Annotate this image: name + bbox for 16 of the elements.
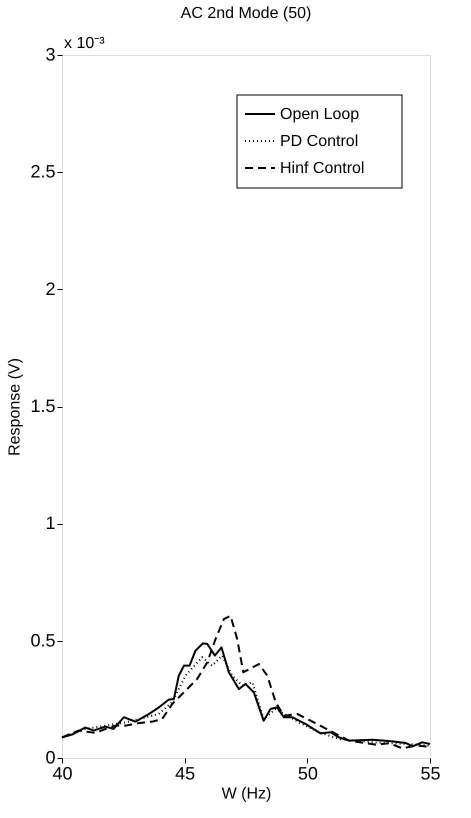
x-tick-label: 45 xyxy=(175,764,196,784)
y-tick-label: 1 xyxy=(45,513,56,534)
legend-label: Open Loop xyxy=(280,106,360,123)
x-tick-label: 50 xyxy=(298,764,318,784)
chart-title: AC 2nd Mode (50) xyxy=(180,5,312,22)
y-tick-label: 2.5 xyxy=(30,162,56,182)
x-axis-title: W (Hz) xyxy=(222,786,272,802)
y-tick-label: 0.5 xyxy=(30,630,56,650)
y-axis-title: Response (V) xyxy=(6,358,24,456)
y-tick-label: 3 xyxy=(45,44,56,64)
legend-label: Hinf Control xyxy=(280,160,364,177)
y-tick-label: 1.5 xyxy=(30,396,56,416)
text: x 10⁻³ xyxy=(64,35,106,52)
legend-label: PD Control xyxy=(280,133,358,150)
x-tick-label: 55 xyxy=(420,764,441,784)
y-tick-label: 2 xyxy=(45,278,56,299)
